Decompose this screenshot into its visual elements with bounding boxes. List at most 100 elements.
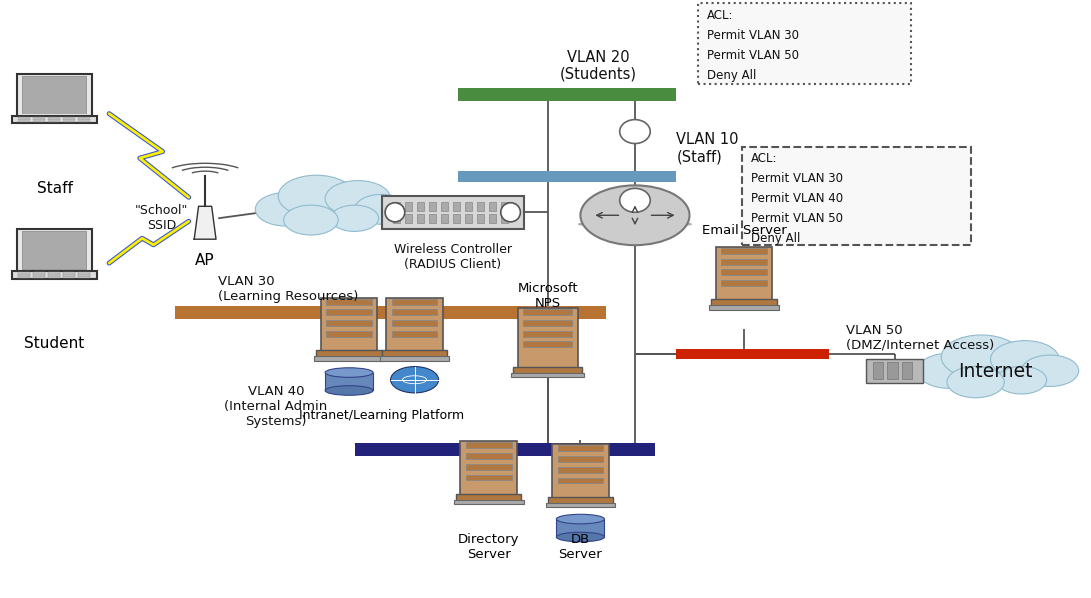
Bar (429, 213, 436, 222)
Bar (716, 246, 772, 300)
Bar (721, 258, 767, 264)
Bar (34, 121, 45, 123)
Bar (887, 362, 898, 379)
Circle shape (284, 205, 338, 235)
Bar (34, 117, 45, 118)
Bar (721, 248, 767, 254)
Circle shape (918, 353, 982, 388)
Bar (63, 274, 74, 276)
Bar (460, 441, 517, 495)
Bar (458, 88, 676, 101)
Text: Microsoft
NPS: Microsoft NPS (517, 282, 578, 310)
Text: Directory
Server: Directory Server (458, 533, 519, 561)
Bar (19, 121, 31, 123)
Bar (23, 77, 86, 114)
Bar (393, 213, 400, 222)
Bar (477, 202, 484, 210)
Bar (466, 453, 512, 459)
Bar (501, 202, 508, 210)
Ellipse shape (385, 203, 405, 222)
Text: "School"
SSID: "School" SSID (135, 205, 188, 232)
Circle shape (255, 193, 316, 226)
Bar (477, 213, 484, 222)
Bar (453, 202, 460, 210)
Bar (742, 147, 971, 245)
Text: VLAN 40
(Internal Admin
Systems): VLAN 40 (Internal Admin Systems) (225, 385, 327, 428)
Bar (501, 213, 508, 222)
Bar (17, 74, 92, 117)
Ellipse shape (620, 120, 650, 144)
Bar (34, 276, 45, 278)
Polygon shape (194, 206, 216, 239)
Bar (19, 272, 31, 274)
Bar (326, 321, 372, 327)
Bar (676, 349, 829, 359)
Ellipse shape (556, 532, 604, 542)
Bar (19, 274, 31, 276)
Bar (709, 305, 779, 310)
Bar (511, 373, 585, 377)
Ellipse shape (501, 203, 520, 222)
Bar (19, 117, 31, 118)
Bar (524, 331, 573, 337)
Bar (48, 272, 60, 274)
Bar (902, 362, 912, 379)
Circle shape (991, 341, 1059, 379)
Circle shape (580, 185, 690, 245)
Bar (866, 359, 923, 383)
Ellipse shape (556, 514, 604, 524)
Bar (12, 271, 97, 279)
Bar (34, 272, 45, 274)
Bar (558, 456, 603, 462)
Bar (63, 272, 74, 274)
Bar (63, 276, 74, 278)
Bar (405, 202, 412, 210)
Ellipse shape (325, 368, 373, 377)
Bar (441, 202, 448, 210)
Bar (77, 121, 89, 123)
Circle shape (355, 194, 409, 224)
Text: ACL:
Permit VLAN 30
Permit VLAN 50
Deny All: ACL: Permit VLAN 30 Permit VLAN 50 Deny … (707, 9, 799, 82)
Bar (548, 496, 613, 504)
Bar (22, 231, 87, 270)
Text: Internet: Internet (958, 362, 1032, 382)
Bar (873, 362, 883, 379)
Bar (63, 121, 74, 123)
Bar (711, 300, 777, 307)
Bar (489, 202, 496, 210)
Bar (429, 202, 436, 210)
Bar (326, 310, 372, 316)
Bar (405, 213, 412, 222)
Bar (456, 494, 521, 501)
Bar (524, 309, 573, 315)
Bar (382, 196, 524, 228)
Ellipse shape (325, 386, 373, 395)
Circle shape (1021, 355, 1079, 386)
Text: Student: Student (24, 336, 85, 352)
Text: Intranet/Learning Platform: Intranet/Learning Platform (299, 409, 465, 422)
Bar (321, 298, 377, 352)
Bar (34, 274, 45, 276)
Bar (558, 466, 603, 472)
Bar (77, 272, 89, 274)
Bar (466, 464, 512, 470)
Bar (48, 274, 60, 276)
Ellipse shape (620, 188, 650, 212)
Bar (386, 298, 443, 352)
Bar (458, 171, 676, 182)
Bar (524, 320, 573, 326)
Circle shape (947, 367, 1004, 398)
Bar (316, 350, 382, 358)
Circle shape (278, 175, 355, 217)
Bar (392, 310, 437, 316)
Bar (558, 445, 603, 451)
Bar (524, 341, 573, 347)
Bar (558, 477, 603, 483)
Bar (698, 3, 911, 84)
Bar (326, 299, 372, 305)
Bar (453, 213, 460, 222)
Bar (63, 118, 74, 120)
Circle shape (331, 205, 379, 231)
Bar (466, 475, 512, 481)
Circle shape (942, 335, 1021, 379)
